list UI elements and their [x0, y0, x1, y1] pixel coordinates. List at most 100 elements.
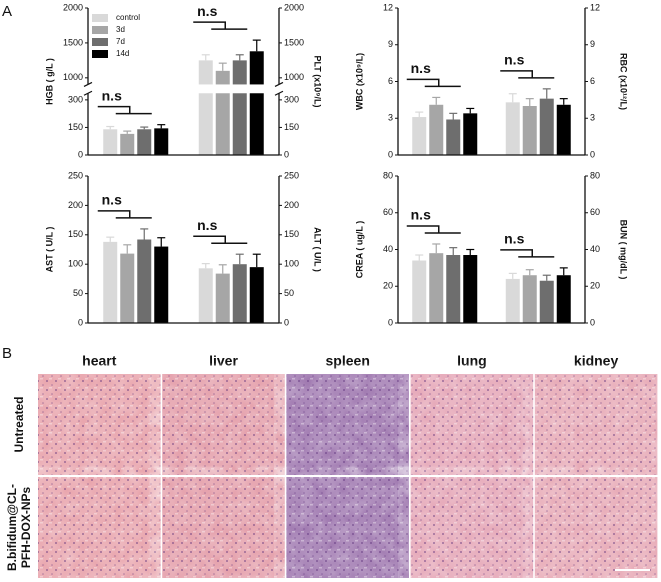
y2-tick-label: 1000 — [284, 72, 304, 82]
bar — [429, 104, 444, 155]
annotation: n.s — [411, 60, 431, 76]
y-axis-label: AST ( U/L ) — [44, 227, 54, 273]
y-tick-label: 1000 — [63, 72, 83, 82]
y2-tick-label: 250 — [284, 170, 299, 180]
legend-label: 3d — [116, 25, 125, 34]
bracket — [97, 105, 131, 114]
y2-tick-label: 2000 — [284, 2, 304, 12]
tissue-cells — [534, 477, 658, 578]
y2-tick-label: 0 — [590, 149, 595, 159]
annotation: n.s — [504, 52, 524, 68]
y2-tick-label: 150 — [284, 122, 299, 132]
y2-tick-label: 300 — [284, 94, 299, 104]
y2-tick-label: 0 — [284, 149, 289, 159]
bar — [215, 70, 230, 155]
y-tick-label: 50 — [73, 288, 83, 298]
panel-label: B — [2, 345, 12, 362]
legend-label: 7d — [116, 37, 125, 46]
bracket — [193, 235, 226, 244]
bar — [154, 128, 169, 155]
y-axis-label: CREA ( ug/L ) — [354, 221, 364, 279]
bar — [198, 268, 213, 323]
bar — [198, 60, 213, 155]
column-title: liver — [209, 353, 238, 369]
y2-tick-label: 20 — [590, 281, 600, 291]
y-axis-label: HGB ( g/L ) — [44, 58, 54, 105]
tissue-cells — [410, 374, 534, 475]
bracket — [406, 225, 440, 233]
break-mark — [83, 81, 93, 87]
tissue-cells — [410, 477, 534, 578]
bar — [120, 253, 135, 323]
legend-label: 14d — [116, 49, 129, 58]
bar — [463, 113, 478, 155]
column-title: heart — [82, 353, 117, 369]
bar — [232, 264, 247, 323]
bar — [539, 280, 554, 323]
legend-swatch — [92, 14, 108, 22]
tissue-cells — [38, 477, 161, 578]
legend-label: control — [116, 13, 140, 22]
y2-tick-label: 100 — [284, 259, 299, 269]
y2-tick-label: 6 — [590, 76, 595, 86]
bar — [249, 51, 264, 155]
y2-tick-label: 50 — [284, 288, 294, 298]
row-label: B.bifidum@CL- — [5, 484, 19, 571]
y-tick-label: 0 — [388, 149, 393, 159]
y2-axis-label: RBC (x10¹²/L) — [619, 53, 629, 110]
bar — [556, 104, 571, 155]
y-tick-label: 100 — [68, 259, 83, 269]
y2-tick-label: 80 — [590, 170, 600, 180]
tissue-cells — [286, 477, 409, 578]
y-tick-label: 9 — [388, 39, 393, 49]
y2-tick-label: 0 — [284, 317, 289, 327]
bar — [522, 275, 537, 323]
y-tick-label: 300 — [68, 94, 83, 104]
bar — [446, 119, 461, 155]
tissue-cells — [534, 374, 658, 475]
y-tick-label: 0 — [78, 149, 83, 159]
bracket — [193, 21, 226, 30]
bar — [522, 106, 537, 155]
bar — [154, 246, 169, 323]
y2-tick-label: 3 — [590, 113, 595, 123]
tissue-cells — [162, 477, 285, 578]
annotation: n.s — [197, 217, 217, 233]
bracket — [500, 249, 533, 257]
y-axis-label: WBC (x10⁹/L) — [354, 53, 364, 110]
legend-swatch — [92, 38, 108, 46]
bar — [103, 241, 118, 323]
column-title: spleen — [326, 353, 370, 369]
annotation: n.s — [411, 207, 431, 223]
y2-tick-label: 9 — [590, 39, 595, 49]
bracket — [406, 78, 440, 87]
legend-swatch — [92, 26, 108, 34]
y2-tick-label: 1500 — [284, 37, 304, 47]
y2-axis-label: ALT ( U/L ) — [313, 227, 323, 272]
y-tick-label: 200 — [68, 200, 83, 210]
bracket — [97, 210, 131, 218]
bar — [103, 129, 118, 155]
y2-tick-label: 60 — [590, 207, 600, 217]
bar — [556, 275, 571, 323]
y-tick-label: 12 — [383, 2, 393, 12]
y-tick-label: 3 — [388, 113, 393, 123]
y-tick-label: 6 — [388, 76, 393, 86]
y2-tick-label: 150 — [284, 229, 299, 239]
y-tick-label: 150 — [68, 122, 83, 132]
bar — [463, 255, 478, 323]
bar — [232, 60, 247, 155]
y-tick-label: 40 — [383, 244, 393, 254]
bar — [137, 129, 152, 155]
tissue-cells — [162, 374, 285, 475]
y-tick-label: 250 — [68, 170, 83, 180]
row-label: PFH-DOX-NPs — [19, 487, 33, 569]
y2-tick-label: 12 — [590, 2, 600, 12]
panel-label: A — [2, 3, 12, 20]
y-tick-label: 60 — [383, 207, 393, 217]
y-tick-label: 20 — [383, 281, 393, 291]
y2-tick-label: 40 — [590, 244, 600, 254]
y-tick-label: 150 — [68, 229, 83, 239]
y2-tick-label: 200 — [284, 200, 299, 210]
